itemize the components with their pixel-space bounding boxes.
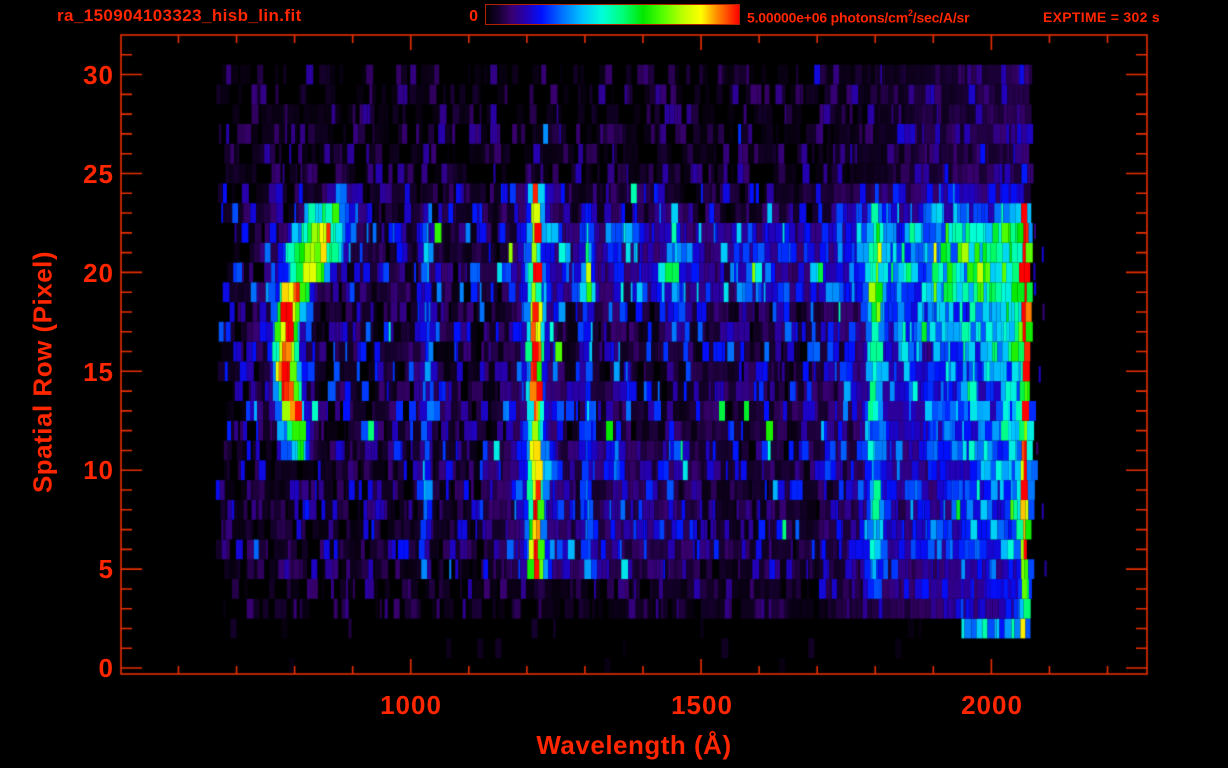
y-axis-title: Spatial Row (Pixel): [27, 250, 58, 494]
y-tick-label-25: 25: [83, 159, 114, 189]
y-tick-label-30: 30: [83, 60, 114, 90]
y-tick-label-20: 20: [83, 258, 114, 288]
colorbar-max-suffix: /sec/A/sr: [912, 9, 970, 26]
colorbar-min-label: 0: [469, 8, 478, 25]
x-tick-label-1500: 1500: [671, 690, 733, 720]
y-tick-label-5: 5: [98, 554, 114, 584]
x-tick-label-2000: 2000: [961, 690, 1023, 720]
y-tick-label-0: 0: [98, 653, 114, 683]
x-tick-label-1000: 1000: [380, 690, 442, 720]
x-axis-title: Wavelength (Å): [536, 730, 732, 760]
plot-title: ra_150904103323_hisb_lin.fit: [57, 6, 302, 25]
colorbar-max-prefix: 5.00000e+06 photons/cm: [747, 9, 908, 26]
y-tick-label-10: 10: [83, 455, 114, 485]
y-tick-label-15: 15: [83, 357, 114, 387]
colorbar: [485, 4, 740, 25]
exptime-label: EXPTIME = 302 s: [1043, 9, 1160, 25]
colorbar-max-label: 5.00000e+06 photons/cm2/sec/A/sr: [747, 8, 970, 26]
colorbar-units-superscript: 2: [907, 8, 913, 18]
